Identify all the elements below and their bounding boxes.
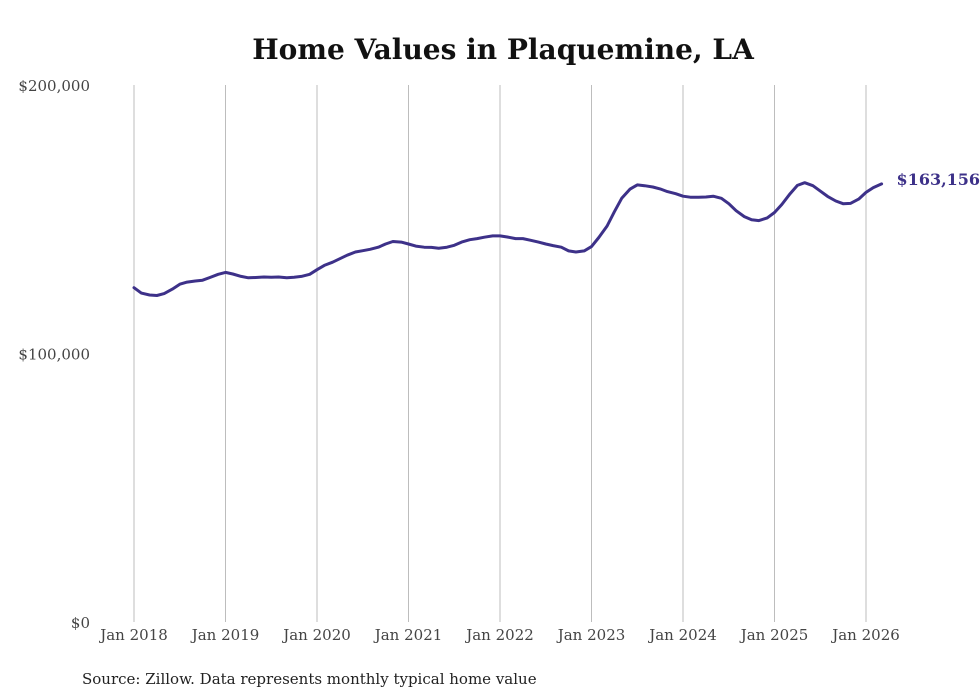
x-axis-tick-labels: Jan 2018 Jan 2019 Jan 2020 Jan 2021 Jan 2022…	[98, 626, 900, 644]
x-tick-label: Jan 2021	[373, 626, 443, 644]
x-tick-label: Jan 2019	[190, 626, 260, 644]
y-axis-tick-labels: $0 $100,000 $200,000	[18, 77, 90, 632]
y-tick-label: $0	[71, 614, 90, 632]
home-value-series-line	[134, 183, 882, 296]
x-tick-label: Jan 2018	[98, 626, 168, 644]
x-tick-label: Jan 2025	[739, 626, 809, 644]
x-tick-label: Jan 2020	[281, 626, 351, 644]
y-tick-label: $100,000	[18, 346, 90, 364]
gridlines	[134, 85, 866, 622]
x-tick-label: Jan 2026	[830, 626, 900, 644]
y-tick-label: $200,000	[18, 77, 90, 95]
source-note: Source: Zillow. Data represents monthly …	[82, 670, 537, 688]
x-tick-label: Jan 2022	[464, 626, 534, 644]
x-tick-label: Jan 2023	[556, 626, 626, 644]
home-values-chart: Home Values in Plaquemine, LA $0 $100,000…	[0, 0, 980, 699]
x-tick-label: Jan 2024	[647, 626, 717, 644]
chart-title: Home Values in Plaquemine, LA	[252, 33, 755, 66]
latest-value-label: $163,156	[897, 170, 980, 189]
